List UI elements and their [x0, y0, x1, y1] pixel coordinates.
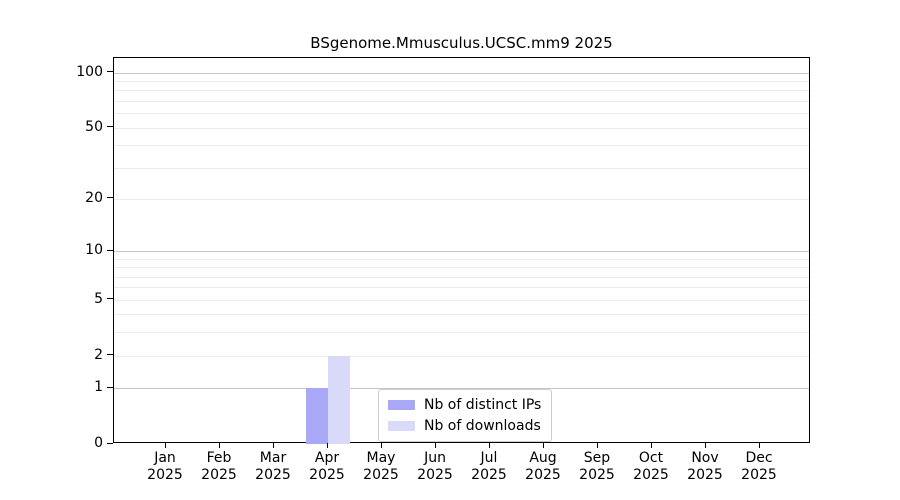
chart-title: BSgenome.Mmusculus.UCSC.mm9 2025 [310, 34, 613, 52]
y-tick-100 [107, 71, 113, 73]
x-tick-sep [597, 443, 598, 448]
x-tick-apr [327, 443, 328, 448]
x-tick-month: Mar [259, 450, 287, 466]
minor-gridline-20 [114, 198, 809, 200]
minor-gridline-3 [114, 332, 809, 334]
minor-gridline-60 [114, 113, 809, 115]
minor-gridline-6 [114, 287, 809, 289]
gridlines-layer [114, 58, 809, 442]
x-tick-year: 2025 [471, 467, 507, 483]
x-tick-label-jul: Jul 2025 [457, 450, 521, 484]
x-tick-dec [759, 443, 760, 448]
y-tick-label-0: 0 [94, 435, 103, 451]
x-tick-label-mar: Mar 2025 [241, 450, 305, 484]
y-tick-label-1: 1 [94, 379, 103, 396]
x-tick-month: Oct [638, 450, 664, 466]
x-tick-year: 2025 [633, 467, 669, 483]
y-tick-5 [107, 298, 113, 300]
minor-gridline-40 [114, 145, 809, 147]
x-tick-year: 2025 [309, 467, 345, 483]
x-tick-month: Jul [480, 450, 498, 466]
x-tick-year: 2025 [525, 467, 561, 483]
legend-label-downloads: Nb of downloads [424, 418, 541, 434]
minor-gridline-8 [114, 267, 809, 269]
minor-gridline-90 [114, 80, 809, 82]
minor-gridline-9 [114, 258, 809, 260]
x-tick-nov [705, 443, 706, 448]
x-tick-year: 2025 [363, 467, 399, 483]
major-gridline-10 [114, 251, 809, 252]
plot-area: Nb of distinct IPs Nb of downloads [113, 57, 810, 444]
x-tick-aug [543, 443, 544, 448]
distinct-ips-swatch [388, 400, 415, 410]
y-tick-label-10: 10 [85, 242, 103, 258]
bar-nb-of-distinct-ips-apr [306, 388, 328, 444]
x-tick-year: 2025 [147, 467, 183, 483]
x-tick-label-jun: Jun 2025 [403, 450, 467, 484]
y-tick-label-2: 2 [94, 346, 103, 363]
bar-nb-of-downloads-apr [328, 355, 350, 444]
major-gridline-1 [114, 388, 809, 390]
x-tick-year: 2025 [579, 467, 615, 483]
x-tick-month: Dec [745, 450, 773, 466]
x-tick-year: 2025 [255, 467, 291, 483]
x-tick-jan [165, 443, 166, 448]
bars-layer [114, 58, 809, 444]
minor-gridline-2 [114, 355, 809, 357]
major-gridline-100 [114, 72, 809, 74]
x-tick-label-dec: Dec 2025 [727, 450, 791, 484]
x-tick-feb [219, 443, 220, 448]
y-tick-label-20: 20 [85, 189, 103, 206]
x-tick-month: Nov [691, 450, 719, 466]
x-tick-month: Jun [424, 450, 446, 466]
x-tick-year: 2025 [417, 467, 453, 483]
x-tick-label-jan: Jan 2025 [133, 450, 197, 484]
minor-gridline-80 [114, 90, 809, 92]
y-tick-2 [107, 354, 113, 356]
minor-gridline-30 [114, 167, 809, 169]
x-tick-month: Apr [314, 450, 340, 466]
x-tick-label-nov: Nov 2025 [673, 450, 737, 484]
x-tick-year: 2025 [201, 467, 237, 483]
x-tick-month: Sep [583, 450, 611, 466]
minor-gridline-4 [114, 314, 809, 316]
x-tick-label-aug: Aug 2025 [511, 450, 575, 484]
y-tick-label-5: 5 [94, 290, 103, 307]
x-tick-month: Jan [154, 450, 176, 466]
legend-item-downloads: Nb of downloads [388, 418, 541, 434]
y-tick-label-50: 50 [85, 118, 103, 135]
x-tick-month: Aug [529, 450, 557, 466]
x-tick-label-apr: Apr 2025 [295, 450, 359, 484]
y-tick-label-100: 100 [76, 63, 103, 80]
x-tick-mar [273, 443, 274, 448]
y-tick-50 [107, 126, 113, 128]
downloads-swatch [388, 421, 415, 431]
x-tick-jul [489, 443, 490, 448]
y-tick-0 [107, 442, 113, 444]
x-tick-month: May [366, 450, 396, 466]
x-tick-year: 2025 [741, 467, 777, 483]
x-tick-year: 2025 [687, 467, 723, 483]
x-tick-label-feb: Feb 2025 [187, 450, 251, 484]
minor-gridline-70 [114, 100, 809, 102]
legend: Nb of distinct IPs Nb of downloads [378, 389, 553, 442]
x-tick-oct [651, 443, 652, 448]
legend-label-distinct-ips: Nb of distinct IPs [424, 397, 542, 413]
x-tick-jun [435, 443, 436, 448]
x-tick-label-sep: Sep 2025 [565, 450, 629, 484]
legend-item-distinct-ips: Nb of distinct IPs [388, 397, 541, 413]
minor-gridline-7 [114, 276, 809, 278]
y-tick-20 [107, 197, 113, 199]
x-tick-month: Feb [206, 450, 232, 466]
minor-gridline-5 [114, 299, 809, 301]
x-tick-may [381, 443, 382, 448]
y-tick-1 [107, 386, 113, 388]
x-tick-label-oct: Oct 2025 [619, 450, 683, 484]
x-tick-label-may: May 2025 [349, 450, 413, 484]
y-tick-10 [107, 249, 113, 251]
minor-gridline-50 [114, 127, 809, 129]
